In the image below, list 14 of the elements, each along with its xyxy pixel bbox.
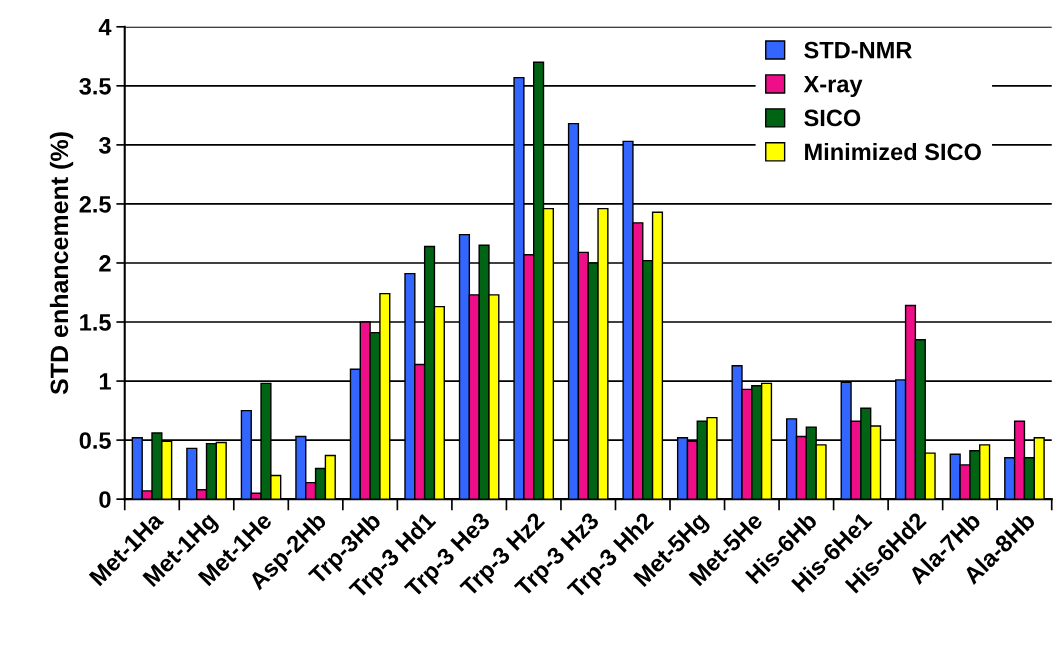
y-tick-label: 4 — [98, 19, 112, 36]
legend-label: SICO — [804, 109, 861, 127]
legend-label: Minimized SICO — [805, 142, 981, 161]
legend-label: STD-NMR — [804, 41, 912, 59]
y-tick-label: 3.5 — [79, 77, 111, 95]
y-tick-label: 1.5 — [80, 314, 111, 331]
y-tick-label: 3 — [98, 136, 111, 154]
legend-label: X-ray — [803, 75, 863, 98]
y-axis-title: STD enhancement (%) — [49, 132, 74, 395]
y-tick-label: 0 — [99, 491, 111, 508]
y-tick-label: 2.5 — [79, 196, 111, 213]
y-tick-label: 2 — [99, 255, 111, 272]
y-tick-label: 1 — [99, 373, 111, 390]
y-tick-label: 0.5 — [79, 432, 111, 449]
